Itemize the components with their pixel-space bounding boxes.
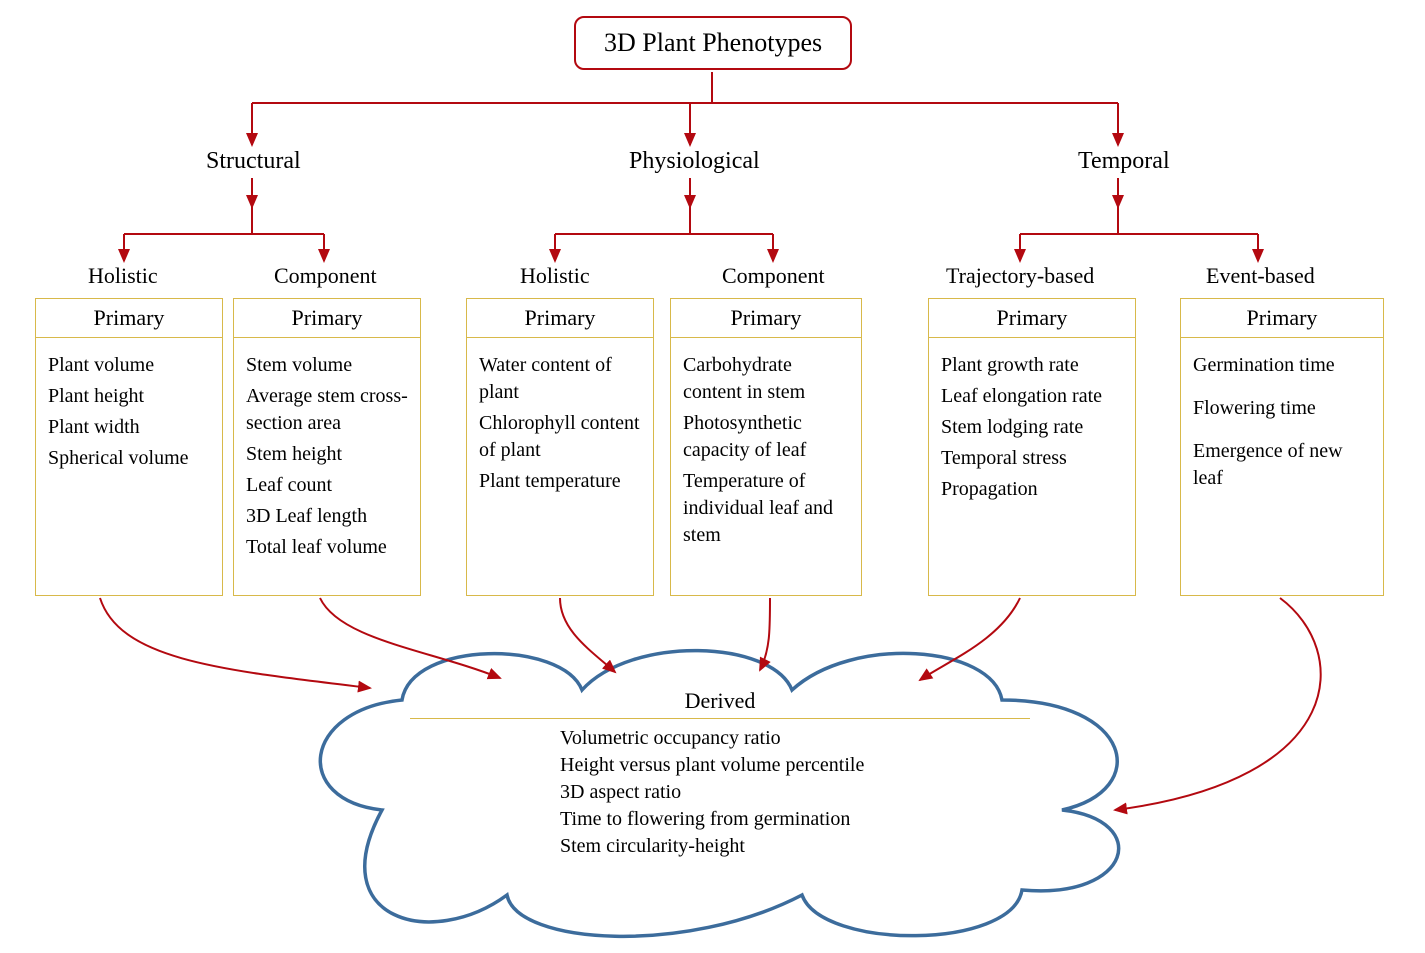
primary-header-2: Primary <box>234 299 420 338</box>
primary-body-5: Plant growth rate Leaf elongation rate Ste… <box>929 338 1135 517</box>
primary-item: Water content of plant <box>479 352 643 406</box>
primary-item: 3D Leaf length <box>246 503 410 530</box>
root-title: 3D Plant Phenotypes <box>604 28 822 57</box>
primary-item: Plant growth rate <box>941 352 1125 379</box>
primary-box-3: Primary Water content of plantChlorophyl… <box>466 298 654 596</box>
primary-header-5: Primary <box>929 299 1135 338</box>
sublabel-structural-component: Component <box>274 263 377 289</box>
root-title-box: 3D Plant Phenotypes <box>574 16 852 70</box>
primary-body-6: Germination time Flowering time Emergence … <box>1181 338 1383 518</box>
primary-item: Plant width <box>48 414 212 441</box>
derived-item: 3D aspect ratio <box>560 779 1030 806</box>
sublabel-physiological-component: Component <box>722 263 825 289</box>
primary-item: Flowering time <box>1193 395 1373 422</box>
category-temporal: Temporal <box>1078 148 1170 175</box>
primary-item: Stem volume <box>246 352 410 379</box>
primary-item: Leaf elongation rate <box>941 383 1125 410</box>
derived-title: Derived <box>410 688 1030 719</box>
derived-body: Volumetric occupancy ratioHeight versus … <box>410 725 1030 860</box>
category-structural: Structural <box>206 148 301 175</box>
primary-box-5: Primary Plant growth rate Leaf elongation… <box>928 298 1136 596</box>
primary-header-3: Primary <box>467 299 653 338</box>
primary-item: Leaf count <box>246 472 410 499</box>
primary-item: Average stem cross-section area <box>246 383 410 437</box>
primary-item: Total leaf volume <box>246 534 410 561</box>
primary-item: Emergence of new leaf <box>1193 438 1373 492</box>
primary-body-4: Carbohydrate content in stemPhotosynthet… <box>671 338 861 563</box>
primary-item: Chlorophyll content of plant <box>479 410 643 464</box>
primary-item: Temperature of individual leaf and stem <box>683 468 851 549</box>
primary-box-2: Primary Stem volume Average stem cross-se… <box>233 298 421 596</box>
primary-item: Carbohydrate content in stem <box>683 352 851 406</box>
sublabel-temporal-trajectory: Trajectory-based <box>946 263 1094 289</box>
derived-item: Stem circularity-height <box>560 833 1030 860</box>
sublabel-temporal-event: Event-based <box>1206 263 1315 289</box>
primary-item: Plant volume <box>48 352 212 379</box>
sublabel-physiological-holistic: Holistic <box>520 263 590 289</box>
category-physiological: Physiological <box>629 148 760 175</box>
primary-item: Propagation <box>941 476 1125 503</box>
derived-item: Height versus plant volume percentile <box>560 752 1030 779</box>
primary-item: Stem lodging rate <box>941 414 1125 441</box>
primary-item: Photosynthetic capacity of leaf <box>683 410 851 464</box>
derived-item: Time to flowering from germination <box>560 806 1030 833</box>
primary-body-3: Water content of plantChlorophyll conten… <box>467 338 653 509</box>
primary-box-1: Primary Plant volume Plant height Plant wi… <box>35 298 223 596</box>
primary-item: Plant height <box>48 383 212 410</box>
primary-item: Plant temperature <box>479 468 643 495</box>
derived-item: Volumetric occupancy ratio <box>560 725 1030 752</box>
primary-header-1: Primary <box>36 299 222 338</box>
primary-header-4: Primary <box>671 299 861 338</box>
primary-box-6: Primary Germination time Flowering time Em… <box>1180 298 1384 596</box>
primary-body-2: Stem volume Average stem cross-section ar… <box>234 338 420 575</box>
primary-item: Temporal stress <box>941 445 1125 472</box>
primary-header-6: Primary <box>1181 299 1383 338</box>
derived-cloud-text: Derived Volumetric occupancy ratioHeight… <box>410 688 1030 860</box>
sublabel-structural-holistic: Holistic <box>88 263 158 289</box>
primary-item: Stem height <box>246 441 410 468</box>
primary-body-1: Plant volume Plant height Plant width Spher… <box>36 338 222 486</box>
primary-item: Spherical volume <box>48 445 212 472</box>
primary-box-4: Primary Carbohydrate content in stemPhot… <box>670 298 862 596</box>
primary-item: Germination time <box>1193 352 1373 379</box>
